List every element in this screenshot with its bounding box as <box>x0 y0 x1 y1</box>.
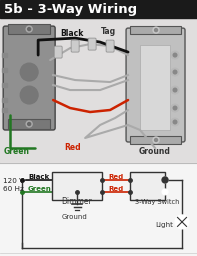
Circle shape <box>173 120 177 124</box>
Bar <box>140 45 170 130</box>
Bar <box>8 119 50 129</box>
Circle shape <box>154 138 158 142</box>
Text: Light: Light <box>155 222 173 228</box>
Circle shape <box>171 51 179 59</box>
Bar <box>2 98 7 102</box>
Text: Green: Green <box>3 147 29 156</box>
Circle shape <box>173 70 177 74</box>
Circle shape <box>162 177 168 183</box>
Text: 5b - 3-Way Wiring: 5b - 3-Way Wiring <box>4 3 137 16</box>
Text: Green: Green <box>27 186 51 192</box>
Text: Dimmer: Dimmer <box>62 197 92 206</box>
Circle shape <box>20 63 38 81</box>
Bar <box>8 24 50 34</box>
Text: 3-Way Switch: 3-Way Switch <box>135 199 180 205</box>
Bar <box>0 0 197 18</box>
Text: Tag: Tag <box>100 27 116 36</box>
Circle shape <box>175 215 189 229</box>
Circle shape <box>154 29 158 31</box>
Bar <box>130 172 165 200</box>
FancyBboxPatch shape <box>88 38 96 50</box>
Bar <box>2 68 7 72</box>
Text: Ground: Ground <box>61 214 87 220</box>
FancyBboxPatch shape <box>126 28 185 142</box>
Bar <box>52 172 102 200</box>
Circle shape <box>173 88 177 92</box>
Circle shape <box>153 27 159 33</box>
Circle shape <box>171 118 179 126</box>
Circle shape <box>173 53 177 57</box>
FancyBboxPatch shape <box>106 40 114 52</box>
Circle shape <box>26 26 32 32</box>
Circle shape <box>28 28 31 31</box>
Bar <box>0 163 197 256</box>
Circle shape <box>20 177 25 183</box>
Text: Black: Black <box>29 174 50 180</box>
Circle shape <box>153 137 159 143</box>
Circle shape <box>20 86 38 104</box>
Circle shape <box>173 106 177 110</box>
FancyBboxPatch shape <box>71 40 79 52</box>
Circle shape <box>26 121 32 127</box>
Text: 120 V~
60 Hz: 120 V~ 60 Hz <box>3 178 30 192</box>
Text: Red: Red <box>64 143 80 153</box>
Circle shape <box>162 177 168 183</box>
Circle shape <box>162 189 168 195</box>
Text: Red: Red <box>109 186 124 192</box>
Text: Black: Black <box>60 29 84 38</box>
Circle shape <box>171 104 179 112</box>
Circle shape <box>171 86 179 94</box>
Bar <box>130 26 181 34</box>
FancyBboxPatch shape <box>3 26 55 130</box>
Text: Red: Red <box>109 174 124 180</box>
Bar <box>0 18 197 163</box>
Bar <box>130 136 181 144</box>
Bar <box>2 53 7 57</box>
Circle shape <box>171 68 179 76</box>
Bar <box>2 83 7 87</box>
Text: Ground: Ground <box>139 147 171 156</box>
FancyBboxPatch shape <box>54 46 62 58</box>
Bar <box>2 108 7 112</box>
Circle shape <box>28 123 31 125</box>
